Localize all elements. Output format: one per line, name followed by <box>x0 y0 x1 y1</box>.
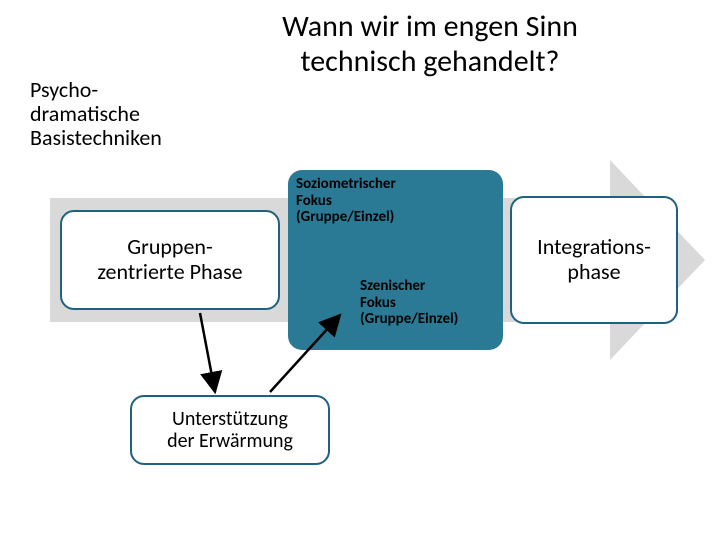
subtitle-l2: dramatische <box>30 100 140 127</box>
sozio-l2: Fokus <box>296 192 332 210</box>
slide-title: Wann wir im engen Sinn technisch gehande… <box>180 10 680 79</box>
integration-l2: phase <box>567 258 620 285</box>
gruppen-l1: Gruppen- <box>127 233 212 260</box>
szen-l3: (Gruppe/Einzel) <box>360 310 458 328</box>
bottom-l2: der Erwärmung <box>167 429 293 453</box>
integration-l1: Integrations- <box>537 233 651 260</box>
title-line2: technisch gehandelt? <box>301 43 560 80</box>
label-szenischer-fokus: Szenischer Fokus (Gruppe/Einzel) <box>360 278 458 328</box>
szen-l2: Fokus <box>360 294 396 312</box>
subtitle-l1: Psycho- <box>30 76 98 103</box>
segment-gruppen-text: Gruppen- zentrierte Phase <box>97 235 242 284</box>
bottom-box-text: Unterstützung der Erwärmung <box>167 408 293 453</box>
segment-integrationsphase: Integrations- phase <box>510 196 678 324</box>
sozio-l3: (Gruppe/Einzel) <box>296 208 394 226</box>
title-line1: Wann wir im engen Sinn <box>282 8 578 45</box>
sozio-l1: Soziometrischer <box>296 175 396 193</box>
szen-l1: Szenischer <box>360 277 425 295</box>
segment-unterstuetzung: Unterstützung der Erwärmung <box>130 395 330 465</box>
segment-integration-text: Integrations- phase <box>537 235 651 284</box>
subtitle-l3: Basistechniken <box>30 124 162 151</box>
label-soziometrischer-fokus: Soziometrischer Fokus (Gruppe/Einzel) <box>296 176 396 226</box>
subtitle: Psycho- dramatische Basistechniken <box>30 78 162 151</box>
gruppen-l2: zentrierte Phase <box>97 258 242 285</box>
segment-gruppenzentrierte-phase: Gruppen- zentrierte Phase <box>60 210 280 310</box>
bottom-l1: Unterstützung <box>172 407 288 431</box>
diagram-stage: Wann wir im engen Sinn technisch gehande… <box>0 0 720 540</box>
